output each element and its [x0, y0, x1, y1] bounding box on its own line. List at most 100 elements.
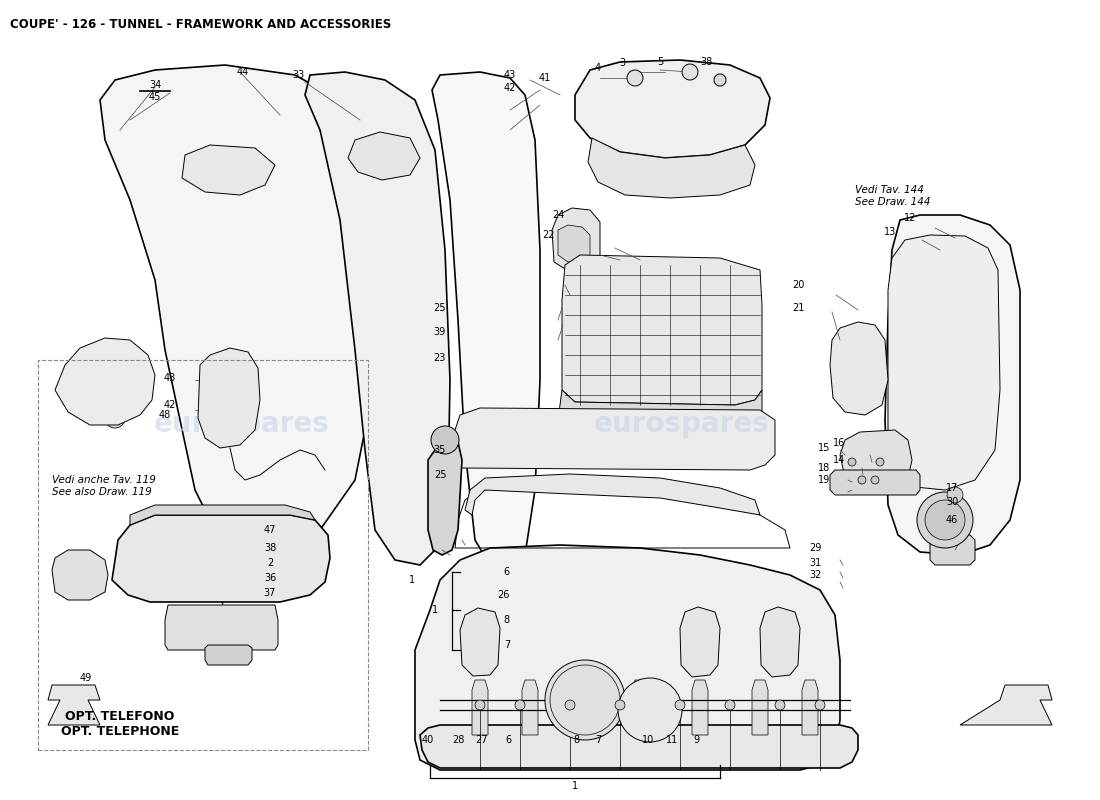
- Text: 44: 44: [236, 67, 249, 77]
- Text: 8: 8: [573, 735, 579, 745]
- Polygon shape: [572, 680, 588, 735]
- Polygon shape: [182, 145, 275, 195]
- Text: 10: 10: [642, 735, 654, 745]
- Text: 9: 9: [693, 735, 700, 745]
- Polygon shape: [48, 685, 100, 725]
- Text: 30: 30: [946, 497, 958, 507]
- Ellipse shape: [475, 700, 485, 710]
- Text: 43: 43: [504, 70, 516, 80]
- Polygon shape: [472, 680, 488, 735]
- Ellipse shape: [217, 555, 227, 565]
- Ellipse shape: [871, 476, 879, 484]
- Text: 6: 6: [504, 567, 510, 577]
- Ellipse shape: [714, 74, 726, 86]
- Text: 11: 11: [666, 735, 678, 745]
- Text: 1: 1: [432, 605, 438, 615]
- Text: 40: 40: [422, 735, 435, 745]
- Polygon shape: [680, 607, 720, 677]
- Polygon shape: [305, 72, 450, 565]
- Ellipse shape: [815, 700, 825, 710]
- Text: 47: 47: [264, 525, 276, 535]
- Text: 20: 20: [793, 280, 805, 290]
- Text: 37: 37: [264, 588, 276, 598]
- Text: 3: 3: [619, 58, 625, 68]
- Text: 31: 31: [810, 558, 822, 568]
- Polygon shape: [55, 338, 155, 425]
- Text: 8: 8: [504, 615, 510, 625]
- Ellipse shape: [627, 70, 644, 86]
- Text: 36: 36: [264, 573, 276, 583]
- Ellipse shape: [917, 492, 974, 548]
- Text: 42: 42: [164, 400, 176, 410]
- Text: 43: 43: [164, 373, 176, 383]
- Ellipse shape: [544, 660, 625, 740]
- Text: 28: 28: [452, 735, 464, 745]
- Polygon shape: [802, 680, 818, 735]
- Ellipse shape: [675, 700, 685, 710]
- Text: 6: 6: [505, 735, 512, 745]
- Polygon shape: [888, 235, 1000, 490]
- Text: eurospares: eurospares: [154, 410, 330, 438]
- Text: 32: 32: [810, 570, 822, 580]
- Text: 19: 19: [817, 475, 830, 485]
- Ellipse shape: [431, 426, 459, 454]
- Polygon shape: [450, 408, 776, 470]
- Ellipse shape: [876, 458, 884, 466]
- Ellipse shape: [682, 64, 698, 80]
- Polygon shape: [752, 680, 768, 735]
- Text: 48: 48: [158, 410, 172, 420]
- Text: 7: 7: [504, 640, 510, 650]
- Text: 25: 25: [434, 470, 447, 480]
- Ellipse shape: [214, 352, 230, 368]
- Polygon shape: [205, 645, 252, 665]
- Text: 38: 38: [264, 543, 276, 553]
- Polygon shape: [588, 138, 755, 198]
- Text: 2: 2: [267, 558, 273, 568]
- Polygon shape: [460, 608, 500, 676]
- Polygon shape: [522, 680, 538, 735]
- Polygon shape: [415, 545, 840, 770]
- Polygon shape: [112, 515, 330, 602]
- Text: 27: 27: [475, 735, 488, 745]
- Text: 17: 17: [946, 483, 958, 493]
- Polygon shape: [830, 470, 920, 495]
- Text: 29: 29: [810, 543, 822, 553]
- Text: 1: 1: [409, 575, 415, 585]
- Polygon shape: [130, 505, 315, 525]
- Text: COUPE' - 126 - TUNNEL - FRAMEWORK AND ACCESSORIES: COUPE' - 126 - TUNNEL - FRAMEWORK AND AC…: [10, 18, 392, 31]
- Text: 26: 26: [497, 590, 510, 600]
- Polygon shape: [198, 348, 260, 448]
- Text: 18: 18: [817, 463, 830, 473]
- Text: 16: 16: [833, 438, 845, 448]
- Polygon shape: [760, 607, 800, 677]
- Polygon shape: [100, 65, 380, 550]
- Text: 39: 39: [433, 327, 446, 337]
- Polygon shape: [960, 685, 1052, 725]
- Text: 23: 23: [433, 353, 446, 363]
- Text: 13: 13: [884, 227, 896, 237]
- Polygon shape: [348, 132, 420, 180]
- Text: Vedi anche Tav. 119
See also Draw. 119: Vedi anche Tav. 119 See also Draw. 119: [52, 475, 156, 497]
- Ellipse shape: [515, 700, 525, 710]
- Polygon shape: [165, 605, 278, 650]
- Polygon shape: [432, 72, 540, 570]
- Text: Vedi Tav. 144
See Draw. 144: Vedi Tav. 144 See Draw. 144: [855, 185, 931, 206]
- Text: 35: 35: [433, 445, 446, 455]
- Polygon shape: [420, 725, 858, 768]
- Ellipse shape: [565, 700, 575, 710]
- Text: 34: 34: [148, 80, 161, 90]
- Ellipse shape: [725, 700, 735, 710]
- Text: 41: 41: [539, 73, 551, 83]
- Text: 22: 22: [542, 230, 556, 240]
- Ellipse shape: [615, 700, 625, 710]
- Ellipse shape: [858, 476, 866, 484]
- Text: 46: 46: [946, 515, 958, 525]
- Ellipse shape: [947, 487, 962, 503]
- Text: 1: 1: [572, 781, 579, 791]
- Text: 38: 38: [700, 57, 712, 67]
- Text: 45: 45: [148, 92, 162, 102]
- Text: 33: 33: [292, 70, 304, 80]
- Polygon shape: [886, 215, 1020, 555]
- Text: eurospares: eurospares: [594, 410, 770, 438]
- Ellipse shape: [618, 678, 682, 742]
